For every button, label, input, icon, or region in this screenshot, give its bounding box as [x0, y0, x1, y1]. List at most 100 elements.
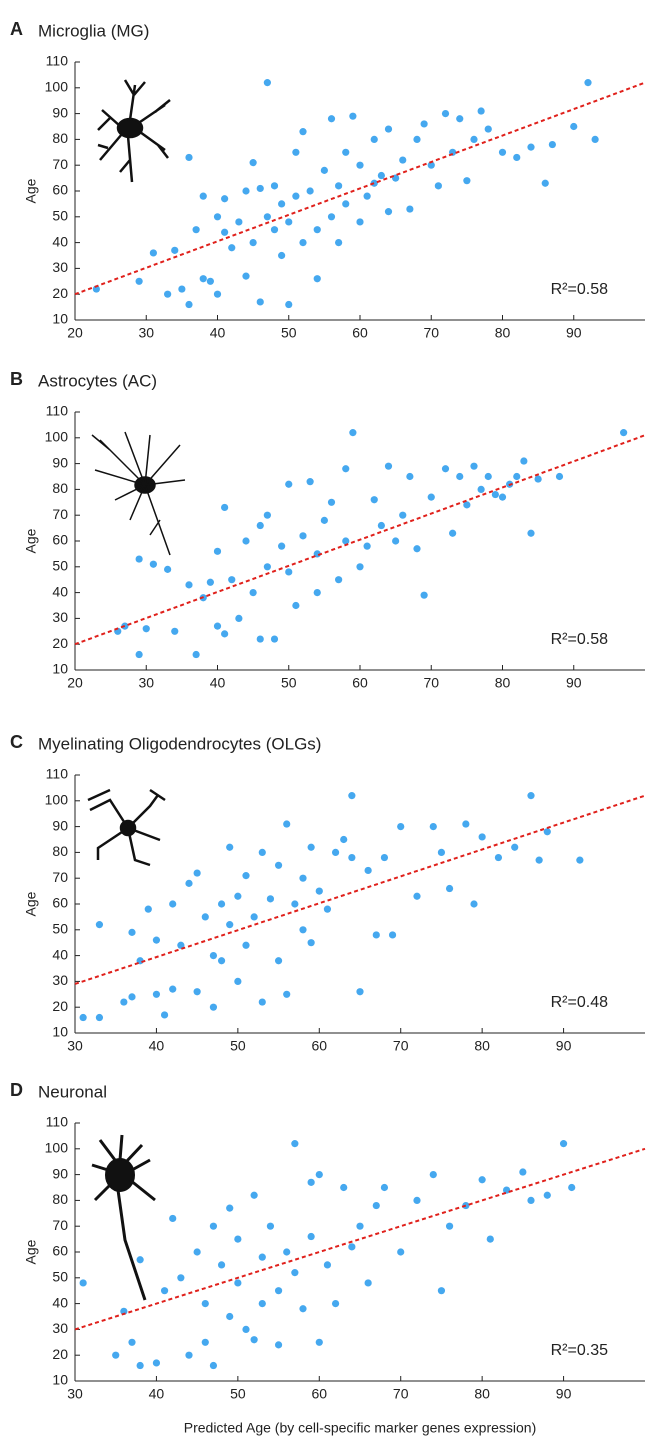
- data-point: [307, 1232, 315, 1241]
- y-tick-label: 110: [46, 53, 69, 69]
- data-point: [477, 485, 485, 493]
- data-point: [291, 1140, 299, 1148]
- data-point: [445, 884, 454, 893]
- y-tick-label: 70: [52, 506, 68, 522]
- data-point: [242, 1325, 250, 1333]
- panel-label: B: [10, 369, 23, 389]
- data-point: [160, 1287, 169, 1295]
- data-point: [420, 120, 428, 128]
- data-point: [527, 529, 535, 537]
- data-point: [456, 115, 464, 123]
- y-tick-label: 110: [46, 766, 69, 782]
- y-tick-label: 20: [52, 635, 68, 651]
- data-point: [543, 828, 551, 836]
- data-point: [513, 153, 521, 162]
- data-point: [120, 1307, 128, 1315]
- data-point: [462, 820, 470, 828]
- panel: B Astrocytes (AC)Age102030405060708090100…: [10, 369, 646, 691]
- data-point: [331, 848, 340, 857]
- y-tick-label: 30: [52, 972, 68, 988]
- data-point: [209, 1361, 218, 1370]
- data-point: [164, 565, 172, 573]
- data-point: [285, 218, 293, 226]
- data-point: [462, 1201, 470, 1210]
- data-point: [548, 140, 556, 149]
- data-point: [135, 277, 143, 285]
- data-point: [377, 521, 385, 530]
- data-point: [256, 521, 264, 530]
- data-point: [185, 581, 193, 589]
- data-point: [399, 511, 407, 519]
- data-point: [221, 630, 229, 638]
- oligodendrocyte-icon: [87, 788, 166, 867]
- r-squared-annotation: R²=0.58: [551, 631, 608, 648]
- neuron-icon: [91, 1134, 156, 1301]
- x-tick-label: 80: [495, 675, 511, 691]
- data-point: [136, 1256, 144, 1264]
- data-point: [256, 184, 264, 193]
- y-tick-label: 80: [52, 480, 68, 496]
- data-point: [274, 1287, 283, 1295]
- x-tick-label: 30: [67, 1038, 83, 1054]
- data-point: [484, 472, 492, 481]
- data-point: [397, 1248, 405, 1256]
- data-point: [171, 627, 179, 635]
- x-tick-label: 80: [474, 1038, 490, 1054]
- data-point: [513, 472, 521, 481]
- data-point: [356, 1222, 364, 1230]
- y-tick-label: 70: [52, 869, 68, 885]
- data-point: [152, 1359, 161, 1367]
- y-tick-label: 80: [52, 130, 68, 146]
- x-tick-label: 40: [210, 325, 226, 341]
- fit-line: [74, 81, 646, 296]
- data-point: [380, 1183, 389, 1192]
- data-point: [299, 239, 307, 247]
- data-point: [169, 985, 177, 993]
- data-point: [242, 187, 250, 195]
- data-point: [437, 1287, 446, 1295]
- panel: D Neuronal Age 10 20 30 40 50 60 70 80 90 100 110 30 40…: [10, 1080, 646, 1436]
- data-point: [364, 866, 372, 875]
- data-point: [250, 1336, 258, 1344]
- data-point: [463, 501, 471, 509]
- data-point: [285, 568, 293, 576]
- data-point: [199, 275, 207, 283]
- data-point: [576, 856, 584, 864]
- y-tick-label: 20: [52, 998, 68, 1014]
- data-point: [320, 516, 328, 524]
- data-point: [413, 135, 421, 143]
- x-tick-label: 30: [67, 1386, 83, 1402]
- x-tick-label: 70: [423, 675, 439, 691]
- data-point: [226, 1312, 234, 1321]
- data-point: [535, 856, 543, 864]
- data-point: [441, 110, 450, 118]
- x-tick-label: 30: [138, 325, 154, 341]
- data-point: [206, 578, 214, 586]
- data-point: [470, 135, 478, 143]
- data-point: [177, 1274, 185, 1282]
- data-point: [527, 143, 535, 151]
- data-point: [266, 895, 275, 903]
- data-point: [348, 792, 356, 800]
- data-point: [356, 218, 364, 226]
- data-point: [199, 192, 207, 200]
- data-point: [234, 892, 242, 900]
- data-point: [413, 892, 421, 900]
- data-point: [441, 465, 450, 473]
- data-point: [348, 853, 356, 862]
- data-point: [278, 251, 286, 260]
- y-tick-label: 100: [45, 1140, 69, 1156]
- x-tick-label: 30: [138, 675, 154, 691]
- data-point: [128, 1338, 136, 1346]
- data-point: [384, 462, 393, 470]
- data-point: [217, 900, 226, 908]
- data-point: [213, 547, 222, 555]
- data-point: [213, 622, 222, 630]
- panel-label: D: [10, 1080, 23, 1100]
- data-point: [342, 537, 350, 545]
- data-point: [541, 179, 549, 187]
- panel-title: Neuronal: [38, 1082, 107, 1101]
- data-point: [327, 115, 336, 123]
- data-point: [258, 848, 266, 857]
- data-point: [278, 200, 286, 208]
